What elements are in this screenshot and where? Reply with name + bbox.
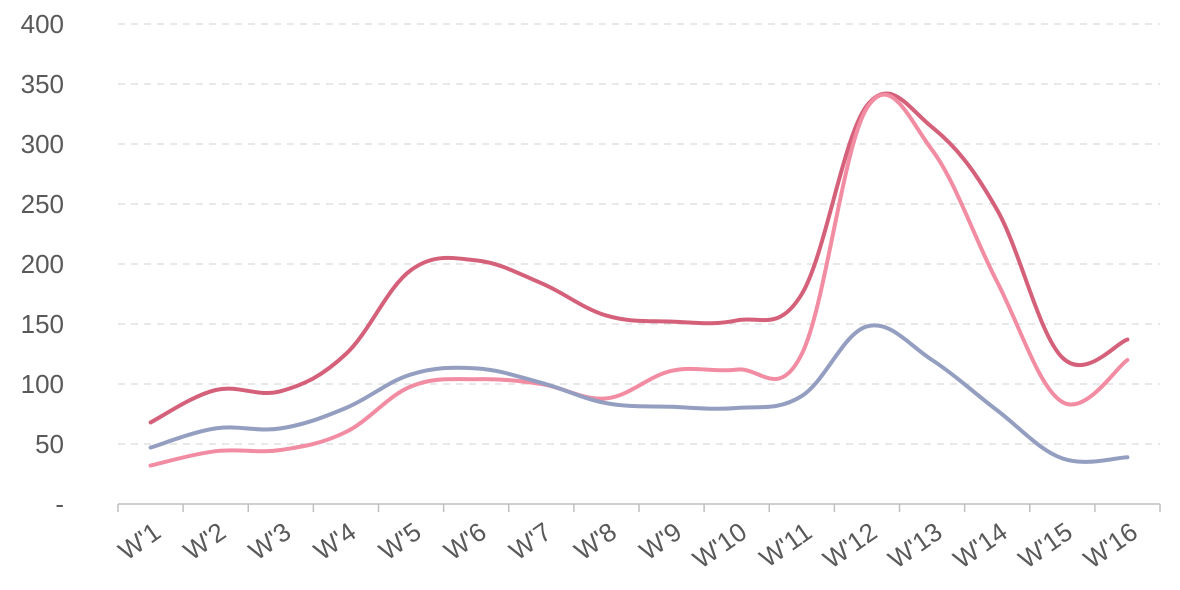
x-tick-label: W'2	[178, 516, 231, 566]
gridlines	[118, 23, 1160, 445]
x-tick-label: W'11	[754, 516, 817, 573]
x-tick-label: W'5	[373, 516, 426, 566]
series-lines	[148, 91, 1130, 468]
x-tick-label: W'3	[243, 516, 296, 566]
y-tick-label: 50	[35, 429, 64, 459]
series-line-1	[148, 91, 1130, 425]
x-tick-label: W'16	[1078, 516, 1143, 574]
series-line-3	[148, 323, 1130, 464]
x-axis	[117, 503, 1161, 512]
y-axis-tick-labels: - 50 100 150 200 250 300 350 400	[21, 9, 64, 519]
y-tick-label: 300	[21, 129, 64, 159]
x-tick-label: W'15	[1013, 516, 1078, 574]
y-tick-label: 400	[21, 9, 64, 39]
x-tick-label: W'6	[438, 516, 491, 566]
x-tick-label: W'9	[634, 516, 687, 566]
x-tick-label: W'13	[882, 516, 947, 574]
x-tick-label: W'10	[687, 516, 752, 574]
x-tick-label: W'8	[569, 516, 622, 566]
x-tick-label: W'7	[504, 516, 557, 566]
x-tick-label: W'14	[948, 516, 1013, 574]
x-tick-label: W'12	[817, 516, 882, 574]
y-tick-label: 150	[21, 309, 64, 339]
y-tick-label: -	[55, 489, 64, 519]
x-axis-tick-labels: W'1 W'2 W'3 W'4 W'5 W'6 W'7 W'8 W'9 W'10 W'11 W'12 W…	[113, 516, 1143, 574]
y-tick-label: 100	[21, 369, 64, 399]
series-line-2	[148, 92, 1130, 468]
x-tick-label: W'1	[113, 516, 166, 566]
y-tick-label: 200	[21, 249, 64, 279]
y-tick-label: 350	[21, 69, 64, 99]
y-tick-label: 250	[21, 189, 64, 219]
x-tick-label: W'4	[308, 516, 361, 566]
